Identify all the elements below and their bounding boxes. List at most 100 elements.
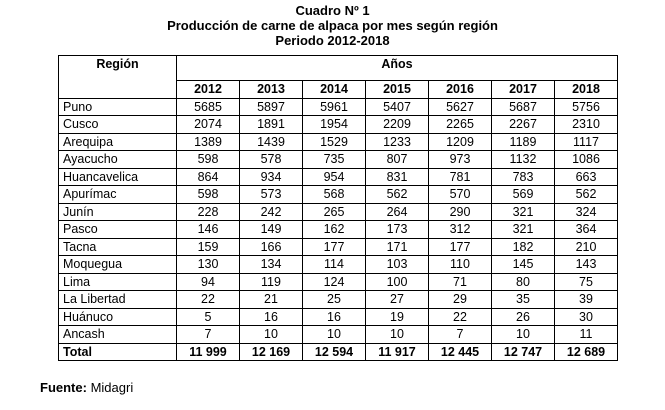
cell-value: 1529 — [302, 132, 366, 151]
cell-value: 598 — [176, 150, 240, 169]
cell-value: 5407 — [365, 97, 429, 116]
cell-value: 1117 — [554, 132, 618, 151]
cell-value: 1954 — [302, 115, 366, 134]
cell-value: 11 — [554, 325, 618, 344]
total-row: Total 11 999 12 169 12 594 11 917 12 445 12 74… — [58, 342, 618, 361]
region-name: Moquegua — [58, 255, 177, 274]
cell-value: 568 — [302, 185, 366, 204]
cell-value: 2265 — [428, 115, 492, 134]
region-name: Huánuco — [58, 307, 177, 326]
cell-value: 578 — [239, 150, 303, 169]
cell-value: 145 — [491, 255, 555, 274]
cell-value: 7 — [176, 325, 240, 344]
total-value: 12 594 — [302, 342, 366, 361]
source-label: Fuente: — [40, 380, 87, 395]
cell-value: 864 — [176, 167, 240, 186]
cell-value: 130 — [176, 255, 240, 274]
data-row: Tacna 159 166 177 171 177 182 210 — [58, 237, 618, 256]
cell-value: 134 — [239, 255, 303, 274]
cell-value: 22 — [176, 290, 240, 309]
region-name: Arequipa — [58, 132, 177, 151]
cell-value: 162 — [302, 220, 366, 239]
cell-value: 1209 — [428, 132, 492, 151]
cell-value: 573 — [239, 185, 303, 204]
data-row: Pasco 146 149 162 173 312 321 364 — [58, 220, 618, 239]
data-table: Región Años 2012 2013 2014 2015 2016 2017 2018 Pu… — [58, 55, 618, 361]
cell-value: 1891 — [239, 115, 303, 134]
cell-value: 264 — [365, 202, 429, 221]
cell-value: 242 — [239, 202, 303, 221]
cell-value: 934 — [239, 167, 303, 186]
year-header: 2013 — [239, 80, 303, 99]
region-name: Tacna — [58, 237, 177, 256]
region-name: Cusco — [58, 115, 177, 134]
region-name: Puno — [58, 97, 177, 116]
total-label: Total — [58, 342, 177, 361]
cell-value: 265 — [302, 202, 366, 221]
region-name: Ayacucho — [58, 150, 177, 169]
data-row: La Libertad 22 21 25 27 29 35 39 — [58, 290, 618, 309]
year-header: 2018 — [554, 80, 618, 99]
total-value: 12 445 — [428, 342, 492, 361]
cell-value: 2074 — [176, 115, 240, 134]
title-line: Cuadro Nº 1 — [295, 3, 370, 18]
cell-value: 1389 — [176, 132, 240, 151]
cell-value: 26 — [491, 307, 555, 326]
cell-value: 29 — [428, 290, 492, 309]
total-value: 11 917 — [365, 342, 429, 361]
data-row: Moquegua 130 134 114 103 110 145 143 — [58, 255, 618, 274]
year-header: 2016 — [428, 80, 492, 99]
cell-value: 22 — [428, 307, 492, 326]
cell-value: 110 — [428, 255, 492, 274]
region-name: Pasco — [58, 220, 177, 239]
region-name: Apurímac — [58, 185, 177, 204]
year-header: 2014 — [302, 80, 366, 99]
cell-value: 324 — [554, 202, 618, 221]
cell-value: 35 — [491, 290, 555, 309]
cell-value: 1233 — [365, 132, 429, 151]
total-value: 12 747 — [491, 342, 555, 361]
cell-value: 5687 — [491, 97, 555, 116]
cell-value: 5685 — [176, 97, 240, 116]
cell-value: 100 — [365, 272, 429, 291]
cell-value: 149 — [239, 220, 303, 239]
cell-value: 807 — [365, 150, 429, 169]
data-row: Arequipa 1389 1439 1529 1233 1209 1189 1117 — [58, 132, 618, 151]
cell-value: 166 — [239, 237, 303, 256]
cell-value: 19 — [365, 307, 429, 326]
cell-value: 210 — [554, 237, 618, 256]
cell-value: 1439 — [239, 132, 303, 151]
cell-value: 143 — [554, 255, 618, 274]
cell-value: 71 — [428, 272, 492, 291]
cell-value: 124 — [302, 272, 366, 291]
cell-value: 562 — [365, 185, 429, 204]
cell-value: 783 — [491, 167, 555, 186]
cell-value: 735 — [302, 150, 366, 169]
header: Cuadro Nº 1 Producción de carne de alpaca… — [0, 3, 665, 48]
cell-value: 21 — [239, 290, 303, 309]
cell-value: 831 — [365, 167, 429, 186]
data-row: Ayacucho 598 578 735 807 973 1132 1086 — [58, 150, 618, 169]
cell-value: 598 — [176, 185, 240, 204]
cell-value: 954 — [302, 167, 366, 186]
title-line: Periodo 2012-2018 — [275, 33, 390, 48]
cell-value: 321 — [491, 220, 555, 239]
cell-value: 10 — [302, 325, 366, 344]
cell-value: 30 — [554, 307, 618, 326]
cell-value: 177 — [302, 237, 366, 256]
cell-value: 16 — [239, 307, 303, 326]
corner-header: Región — [58, 55, 177, 99]
data-row: Lima 94 119 124 100 71 80 75 — [58, 272, 618, 291]
cell-value: 5961 — [302, 97, 366, 116]
cell-value: 228 — [176, 202, 240, 221]
source-text: Midagri — [90, 380, 134, 395]
cell-value: 7 — [428, 325, 492, 344]
cell-value: 159 — [176, 237, 240, 256]
cell-value: 1132 — [491, 150, 555, 169]
cell-value: 570 — [428, 185, 492, 204]
region-name: Ancash — [58, 325, 177, 344]
data-row: Huancavelica 864 934 954 831 781 783 663 — [58, 167, 618, 186]
cell-value: 2267 — [491, 115, 555, 134]
cell-value: 80 — [491, 272, 555, 291]
cell-value: 10 — [239, 325, 303, 344]
